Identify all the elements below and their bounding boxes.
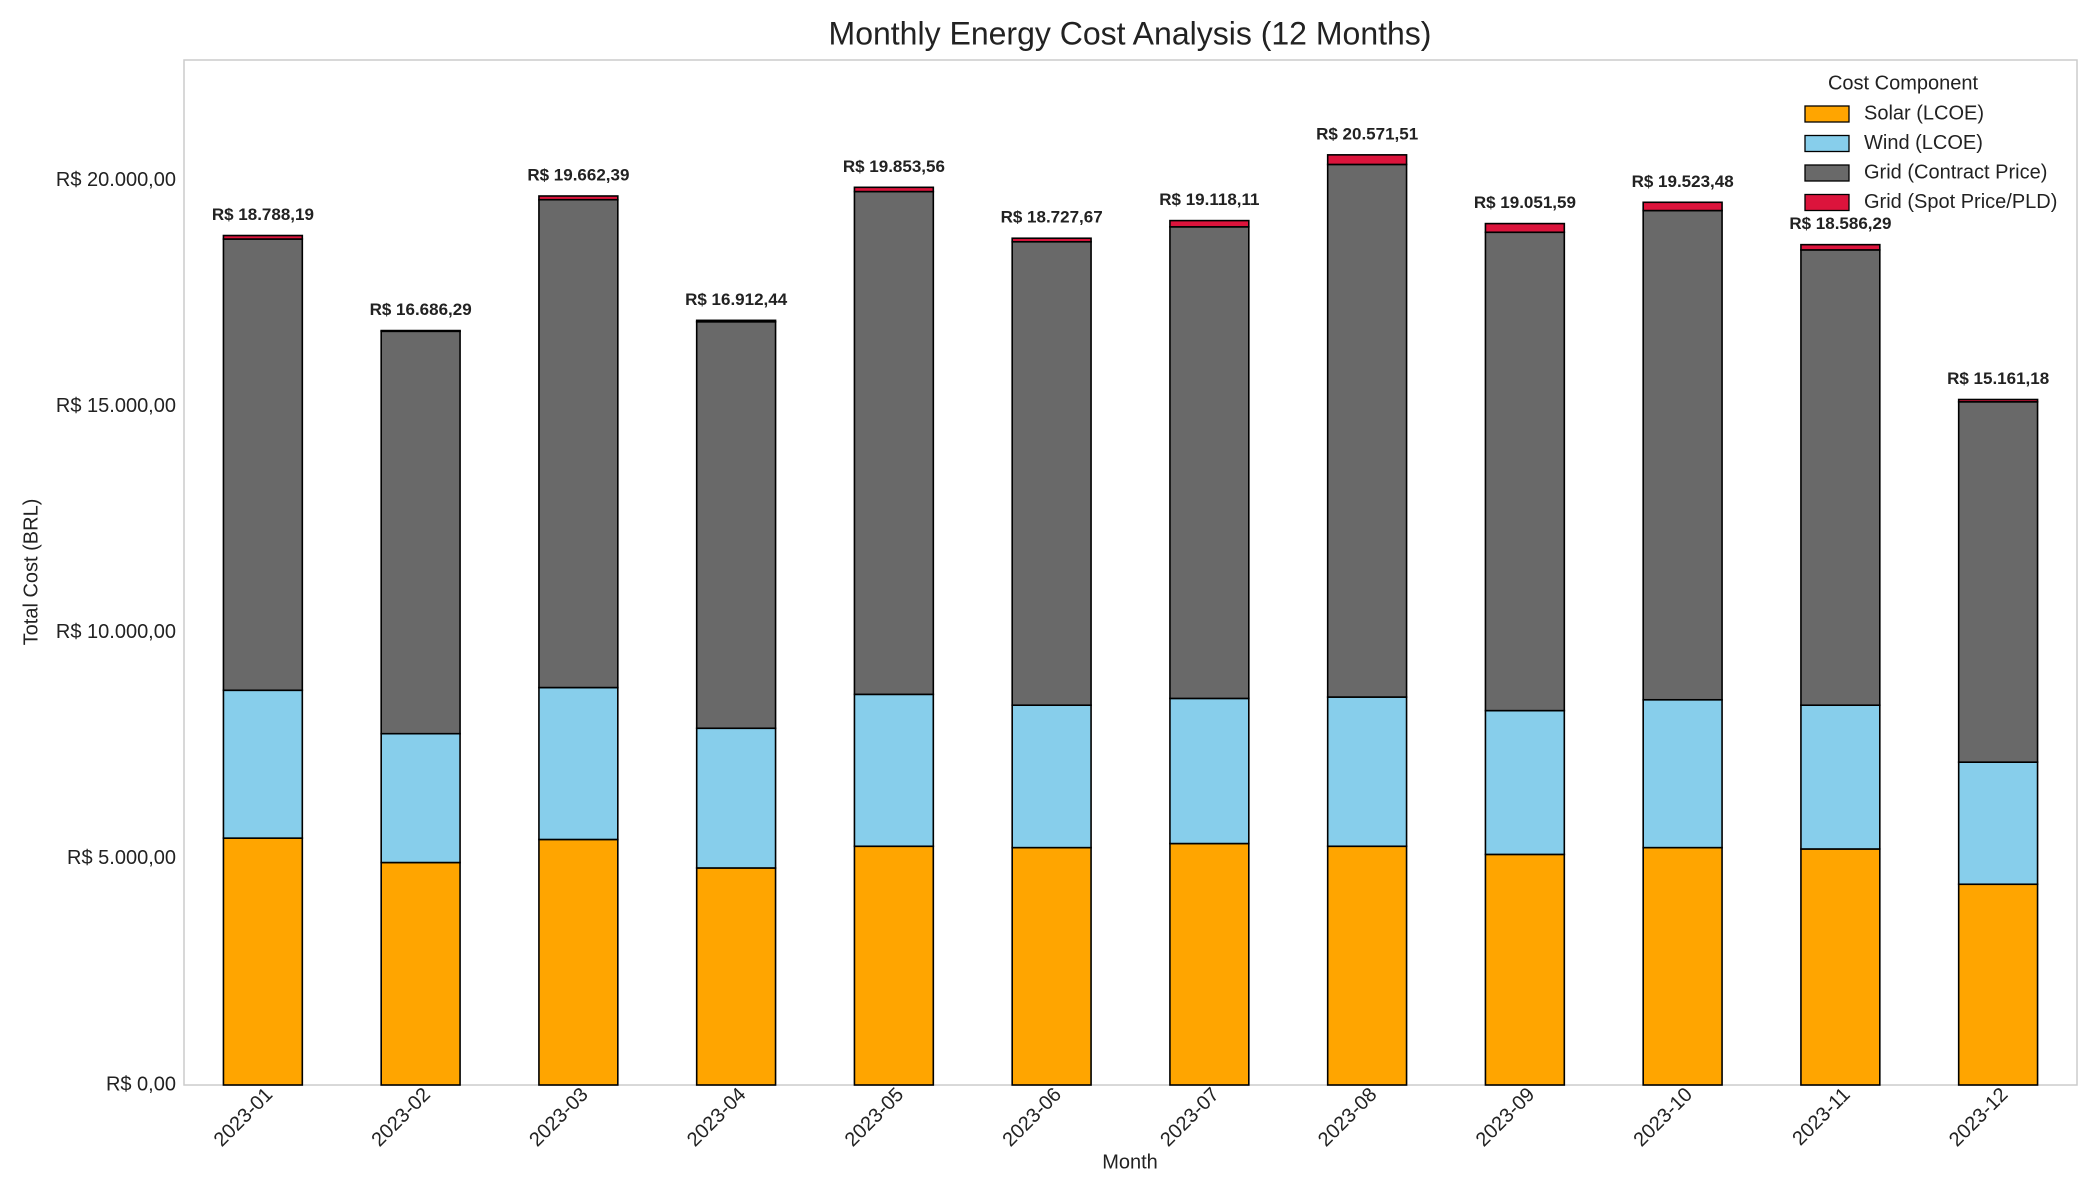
total-label: R$ 16.912,44 bbox=[685, 290, 788, 309]
legend-swatch bbox=[1804, 105, 1850, 123]
chart-title: Monthly Energy Cost Analysis (12 Months) bbox=[829, 15, 1432, 51]
bar-segment bbox=[695, 320, 777, 730]
bar-segment bbox=[1642, 698, 1723, 849]
bar-segment bbox=[695, 727, 777, 869]
bar-segment bbox=[222, 689, 304, 839]
bar-segment bbox=[853, 845, 935, 1086]
y-tick-label: R$ 0,00 bbox=[106, 1073, 176, 1095]
bar-segment bbox=[853, 186, 935, 193]
bar-segment bbox=[1326, 154, 1408, 166]
total-label: R$ 19.051,59 bbox=[1474, 193, 1576, 212]
legend-label: Wind (LCOE) bbox=[1864, 132, 1983, 154]
y-tick-label: R$ 10.000,00 bbox=[56, 621, 176, 643]
legend-swatch bbox=[1804, 164, 1850, 182]
bar-segment bbox=[222, 238, 304, 692]
bar-segment bbox=[380, 732, 461, 864]
bar-segment bbox=[1169, 697, 1250, 845]
bar-segment bbox=[1642, 209, 1723, 701]
plot-area bbox=[183, 59, 2078, 1086]
total-label: R$ 18.788,19 bbox=[212, 205, 314, 224]
y-tick-label: R$ 15.000,00 bbox=[56, 395, 176, 417]
total-label: R$ 15.161,18 bbox=[1947, 369, 2049, 388]
bar-segment bbox=[1642, 201, 1723, 212]
bar-segment bbox=[1800, 848, 1881, 1086]
bar-segment bbox=[1957, 398, 2039, 403]
y-axis-label: Total Cost (BRL) bbox=[20, 499, 42, 646]
total-label: R$ 19.853,56 bbox=[843, 157, 945, 176]
total-label: R$ 18.586,29 bbox=[1789, 214, 1891, 233]
legend-swatch bbox=[1804, 193, 1850, 212]
bar-segment bbox=[1957, 401, 2039, 763]
bar-segment bbox=[1957, 883, 2039, 1086]
total-label: R$ 19.523,48 bbox=[1632, 172, 1734, 191]
total-label: R$ 20.571,51 bbox=[1316, 124, 1418, 143]
bar-segment bbox=[380, 861, 461, 1086]
total-label: R$ 19.662,39 bbox=[527, 165, 629, 184]
bar-segment bbox=[1326, 163, 1408, 698]
bar-segment bbox=[538, 686, 619, 841]
bar-segment bbox=[1484, 231, 1566, 712]
bar-segment bbox=[222, 837, 304, 1086]
bar-segment bbox=[380, 330, 461, 735]
total-label: R$ 16.686,29 bbox=[370, 300, 472, 319]
bar-segment bbox=[1169, 842, 1250, 1086]
total-label: R$ 18.727,67 bbox=[1001, 208, 1103, 227]
bar-segment bbox=[695, 319, 777, 323]
bar-segment bbox=[1484, 222, 1566, 234]
legend-label: Grid (Contract Price) bbox=[1864, 161, 2047, 183]
bar-segment bbox=[853, 190, 935, 696]
bar-segment bbox=[222, 234, 304, 240]
bar-segment bbox=[1642, 846, 1723, 1086]
bar-segment bbox=[1326, 845, 1408, 1086]
bar-segment bbox=[1011, 237, 1092, 243]
bar-segment bbox=[538, 198, 619, 689]
y-tick-label: R$ 20.000,00 bbox=[56, 169, 176, 191]
legend-label: Grid (Spot Price/PLD) bbox=[1864, 191, 2057, 213]
bar-segment bbox=[853, 693, 935, 848]
total-label: R$ 19.118,11 bbox=[1159, 190, 1259, 209]
bar-segment bbox=[1484, 853, 1566, 1086]
bar-segment bbox=[1169, 226, 1250, 700]
bar-segment bbox=[1011, 846, 1092, 1086]
y-tick-label: R$ 5.000,00 bbox=[67, 847, 176, 869]
bar-segment bbox=[1800, 243, 1881, 251]
bar-segment bbox=[1011, 240, 1092, 707]
legend-label: Solar (LCOE) bbox=[1864, 102, 1984, 124]
bar-segment bbox=[1326, 696, 1408, 848]
x-axis-label: Month bbox=[1102, 1151, 1158, 1173]
bar-segment bbox=[538, 195, 619, 201]
bar-segment bbox=[1800, 249, 1881, 707]
bar-segment bbox=[695, 867, 777, 1086]
bar-segment bbox=[1800, 704, 1881, 850]
bar-segment bbox=[1484, 709, 1566, 856]
bar-segment bbox=[538, 838, 619, 1086]
bar-segment bbox=[1957, 761, 2039, 886]
legend-swatch bbox=[1804, 134, 1850, 153]
bar-segment bbox=[380, 329, 461, 333]
bar-segment bbox=[1169, 219, 1250, 228]
legend-title: Cost Component bbox=[1828, 72, 1979, 94]
bar-segment bbox=[1011, 704, 1092, 849]
